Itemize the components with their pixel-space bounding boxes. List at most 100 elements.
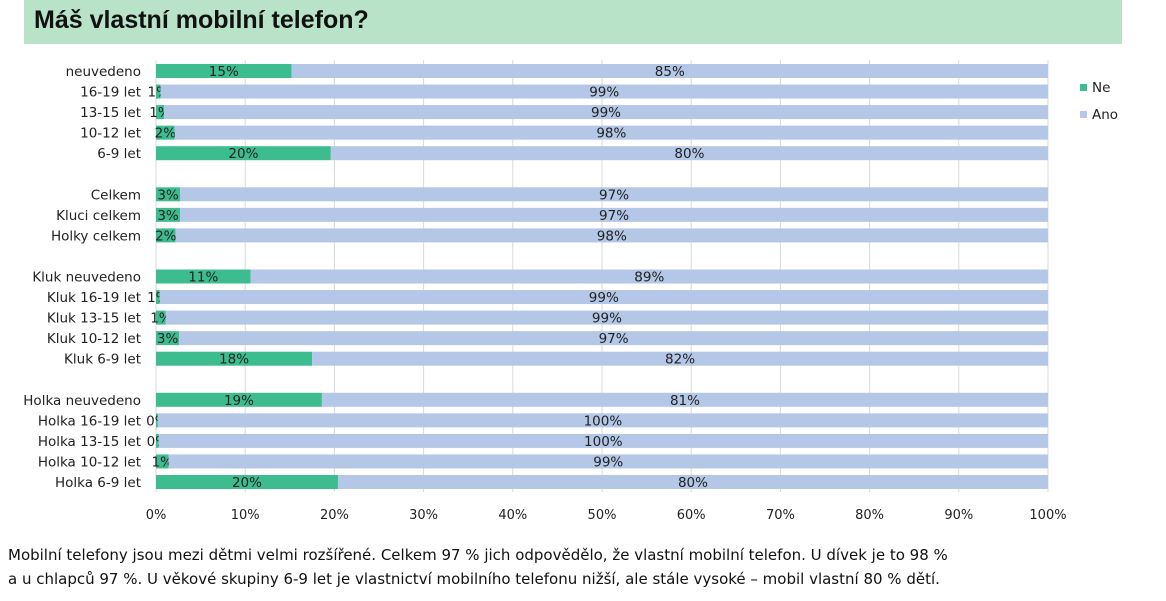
category-label: Holky celkem <box>51 228 141 244</box>
data-label-ano: 97% <box>599 187 629 203</box>
category-label: neuvedeno <box>66 64 141 80</box>
data-label-ne: 18% <box>219 352 249 368</box>
bar-ano <box>321 392 1048 407</box>
data-label-ano: 98% <box>596 126 626 142</box>
category-label: Holka 13-15 let <box>38 434 141 450</box>
data-label-ne: 19% <box>224 393 254 409</box>
bar-ne <box>156 84 161 99</box>
bar-ano <box>175 228 1048 243</box>
bar-ano <box>160 84 1048 99</box>
data-label-ne: 20% <box>232 475 262 491</box>
data-label-ano: 100% <box>584 413 623 429</box>
category-label: Holka 10-12 let <box>38 454 141 470</box>
category-label: Kluk 10-12 let <box>47 331 141 347</box>
x-tick-label: 70% <box>766 508 795 523</box>
bar-ano <box>159 290 1048 305</box>
x-tick-label: 100% <box>1029 508 1066 523</box>
x-tick-label: 90% <box>944 508 973 523</box>
bar-ano <box>291 64 1049 78</box>
data-label-ano: 97% <box>599 331 629 347</box>
title-bar: Máš vlastní mobilní telefon? <box>24 0 1122 44</box>
x-tick-label: 0% <box>146 508 167 523</box>
bar-ne <box>156 331 180 346</box>
category-label: Kluk 16-19 let <box>47 290 141 306</box>
data-label-ano: 99% <box>589 290 619 306</box>
x-tick-label: 20% <box>320 508 349 523</box>
category-label: 16-19 let <box>80 85 141 101</box>
bar-ne <box>156 290 160 305</box>
data-label-ano: 97% <box>599 208 629 224</box>
category-label: Holka 16-19 let <box>38 413 141 429</box>
bar-ano <box>312 351 1049 366</box>
data-label-ano: 100% <box>584 434 623 450</box>
data-label-ano: 99% <box>593 454 623 470</box>
footer-line-2: a u chlapců 97 %. U věkové skupiny 6-9 l… <box>8 570 940 588</box>
data-label-ne: 3% <box>157 331 179 347</box>
x-tick-label: 40% <box>498 508 527 523</box>
bar-ne <box>156 392 322 407</box>
category-label: Holka 6-9 let <box>55 475 141 491</box>
legend-swatch-ne <box>1080 84 1087 91</box>
bar-ne <box>156 310 166 325</box>
x-tick-label: 10% <box>231 508 260 523</box>
bar-ano <box>180 187 1049 202</box>
footer-line-1: Mobilní telefony jsou mezi dětmi velmi r… <box>8 546 948 564</box>
bar-ano <box>164 105 1048 120</box>
bar-ne <box>156 228 176 243</box>
bar-ne <box>156 105 165 120</box>
bar-ne <box>156 125 175 140</box>
category-label: Kluk 13-15 let <box>47 311 141 327</box>
bar-ne <box>156 64 292 78</box>
data-label-ano: 85% <box>655 64 685 80</box>
bar-ano <box>158 433 1048 448</box>
footer-text: Mobilní telefony jsou mezi dětmi velmi r… <box>8 543 1158 591</box>
bar-ne <box>156 433 159 448</box>
bar-ne <box>156 187 181 202</box>
category-label: Holka neuvedeno <box>23 393 141 409</box>
x-tick-label: 80% <box>855 508 884 523</box>
data-label-ano: 99% <box>592 311 622 327</box>
bar-ano <box>157 413 1048 428</box>
bar-ano <box>168 454 1048 469</box>
category-label: 10-12 let <box>80 126 141 142</box>
data-label-ne: 2% <box>155 126 177 142</box>
bar-ne <box>156 269 251 284</box>
x-tick-label: 50% <box>588 508 617 523</box>
category-label: 6-9 let <box>97 146 141 162</box>
bar-ne <box>156 207 181 222</box>
category-label: Kluk neuvedeno <box>32 270 141 286</box>
bar-ne <box>156 146 331 161</box>
bar-ano <box>250 269 1048 284</box>
stacked-bar-chart: 0% 10% 20% 30% 40% 50% 60% 70% 80% 90% 100% neuvede… <box>23 60 1118 523</box>
x-tick-label: 60% <box>677 508 706 523</box>
data-label-ne: 1% <box>152 454 174 470</box>
legend-swatch-ano <box>1080 111 1087 118</box>
data-label-ano: 98% <box>597 228 627 244</box>
chart-title: Máš vlastní mobilní telefon? <box>34 6 369 34</box>
bar-ano <box>330 146 1048 161</box>
bar-ne <box>156 351 313 366</box>
x-tick-label: 30% <box>409 508 438 523</box>
category-label: 13-15 let <box>80 105 141 121</box>
bar-ano <box>165 310 1048 325</box>
data-label-ano: 89% <box>634 270 664 286</box>
legend-label-ne: Ne <box>1092 80 1110 96</box>
bar-ano <box>174 125 1048 140</box>
data-label-ano: 82% <box>665 352 695 368</box>
bar-ne <box>156 413 158 428</box>
data-label-ne: 3% <box>157 208 179 224</box>
data-label-ne: 15% <box>209 64 239 80</box>
data-label-ne: 2% <box>155 228 177 244</box>
data-label-ne: 20% <box>228 146 258 162</box>
data-label-ano: 99% <box>589 85 619 101</box>
data-label-ne: 3% <box>157 187 179 203</box>
category-label: Celkem <box>91 187 141 203</box>
legend-label-ano: Ano <box>1092 107 1118 123</box>
data-label-ano: 80% <box>674 146 704 162</box>
bar-ne <box>156 475 338 489</box>
data-label-ne: 11% <box>188 270 218 286</box>
category-label: Kluk 6-9 let <box>64 352 141 368</box>
bar-ano <box>179 331 1048 346</box>
bar-ano <box>180 207 1049 222</box>
data-label-ano: 81% <box>670 393 700 409</box>
